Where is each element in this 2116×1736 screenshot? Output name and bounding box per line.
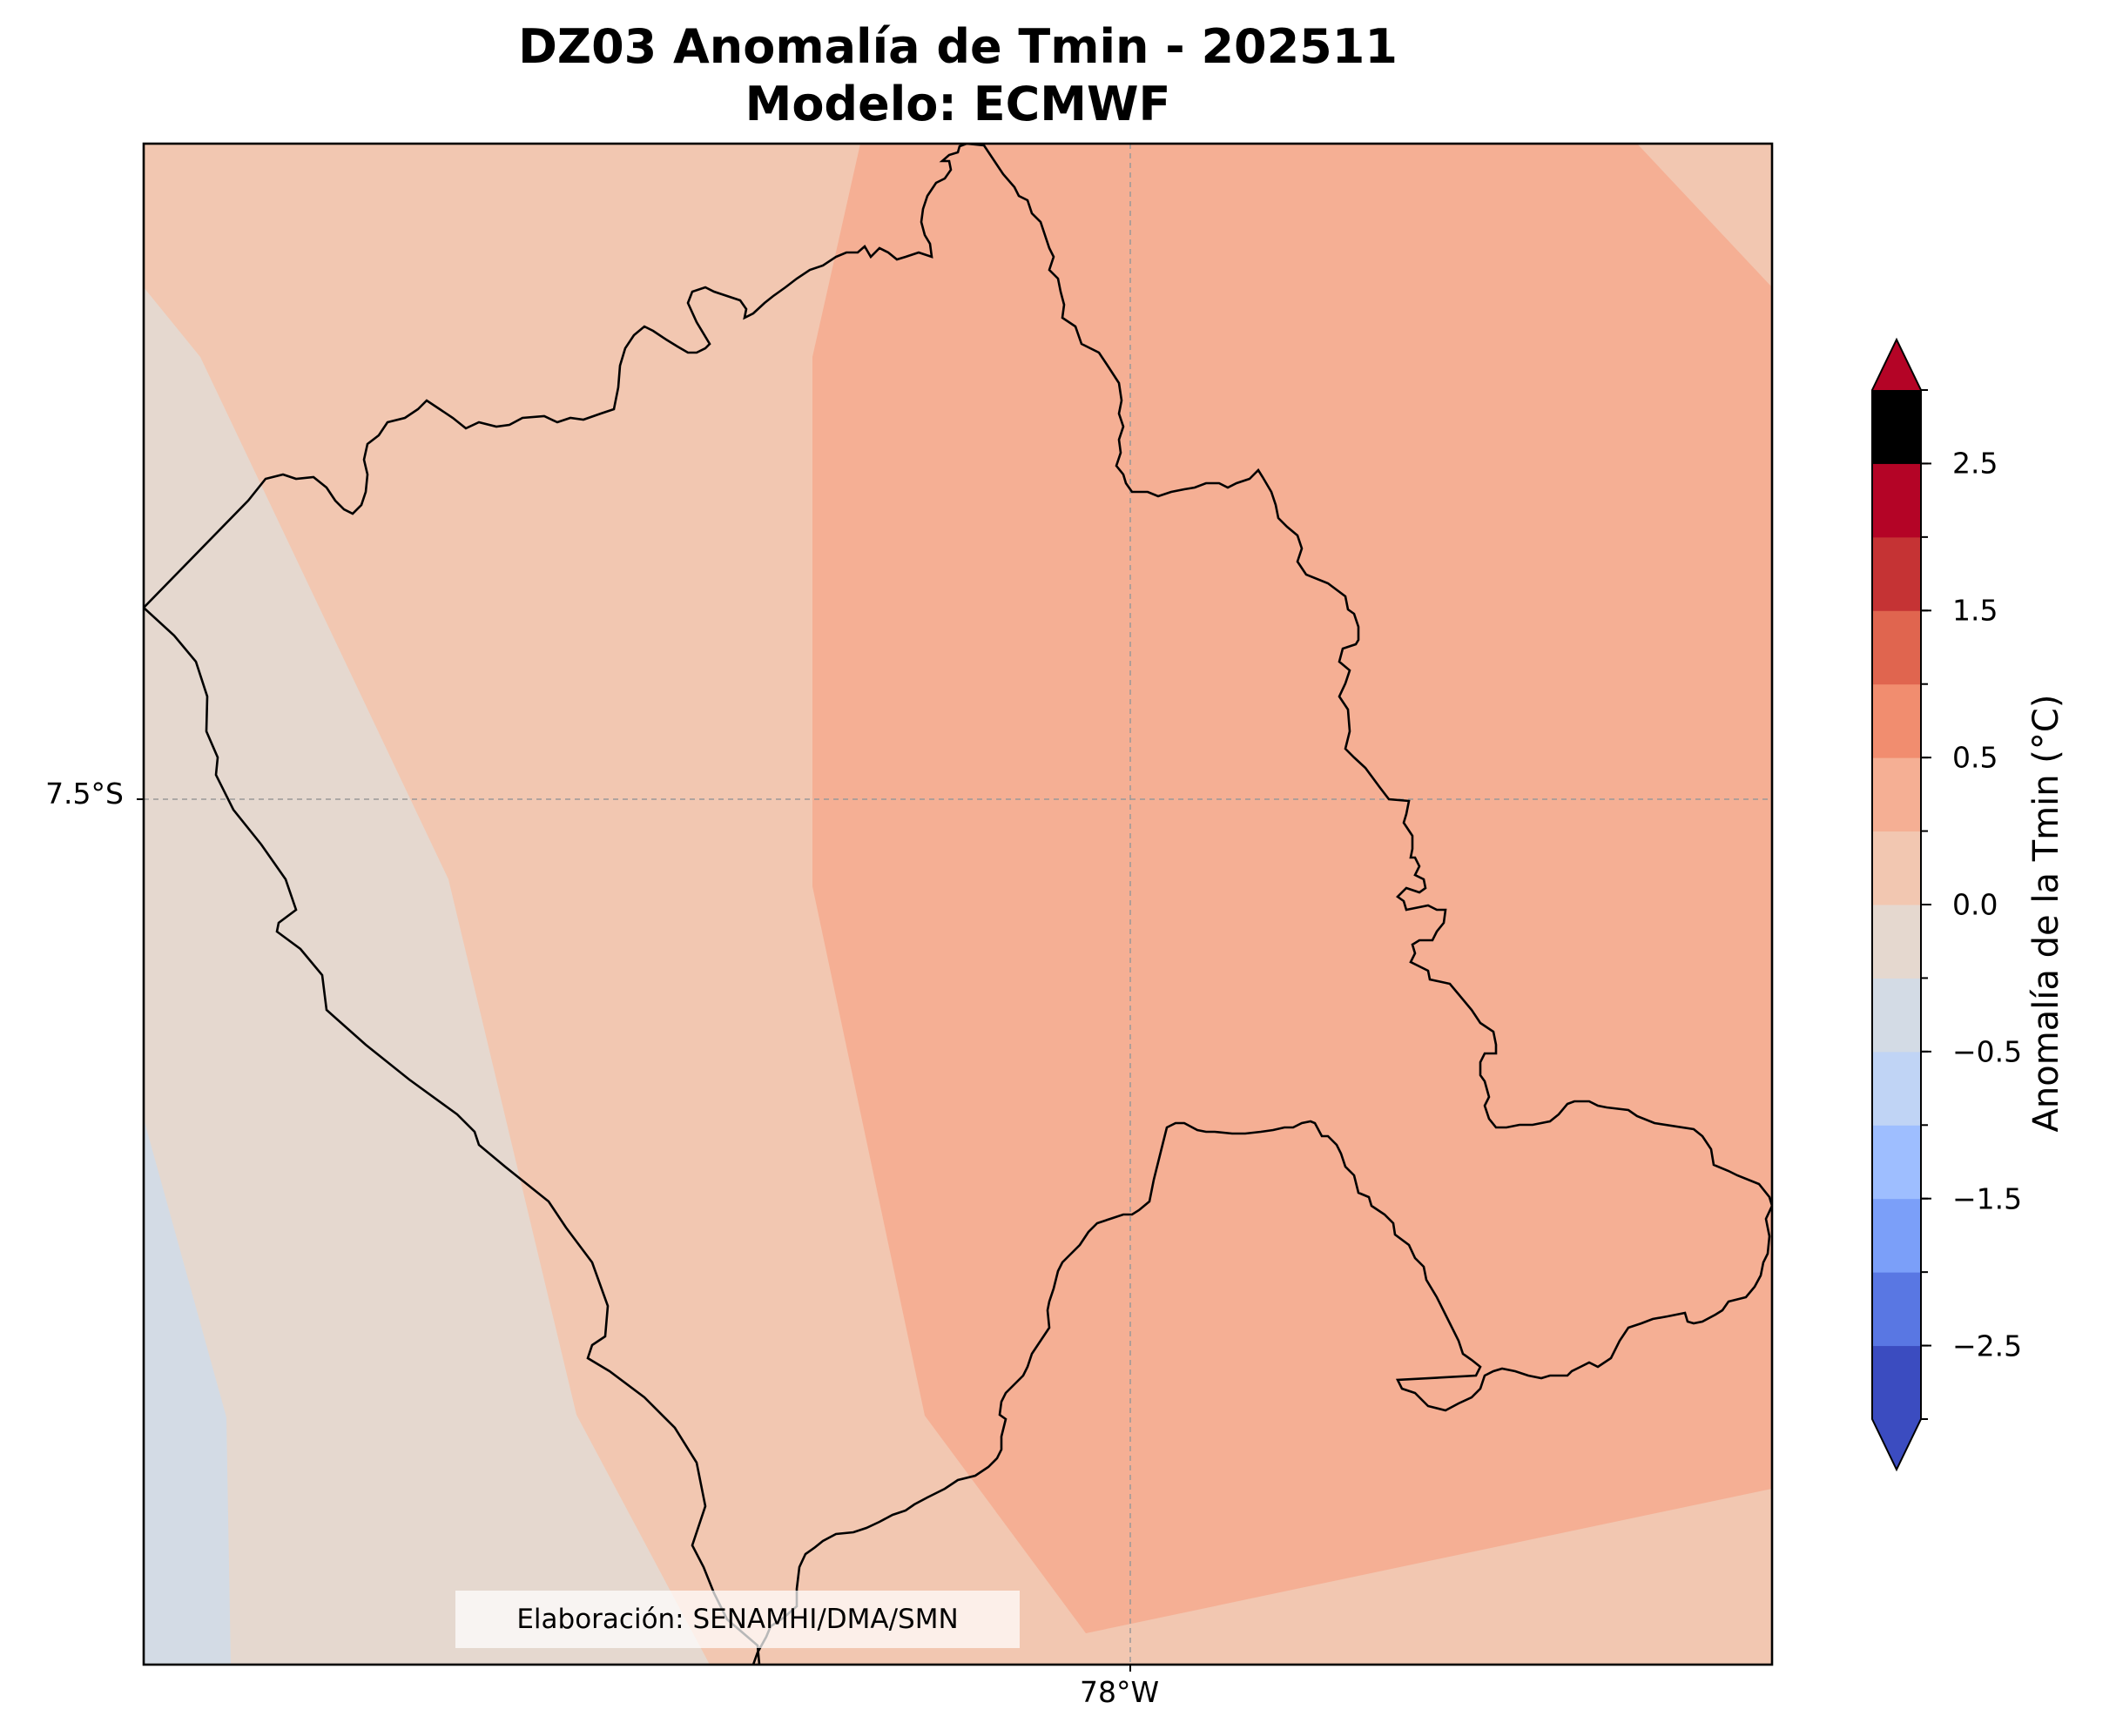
colorbar-segment xyxy=(1872,1198,1921,1273)
latitude-label: 7.5°S xyxy=(45,777,124,811)
anomaly-fill-neg-0.5-0.0 xyxy=(144,1119,231,1665)
colorbar-segment xyxy=(1872,978,1921,1053)
colorbar-tick-label: 2.5 xyxy=(1952,446,1998,481)
colorbar-segment xyxy=(1872,463,1921,538)
colorbar-segment xyxy=(1872,390,1921,464)
colorbar-tick-label: −2.5 xyxy=(1952,1329,2023,1363)
map-frame xyxy=(142,142,1774,1666)
map-title-line2: Modelo: ECMWF xyxy=(745,77,1171,131)
colorbar-segment xyxy=(1872,536,1921,611)
credit-box: Elaboración: SENAMHI/DMA/SMN xyxy=(455,1591,1020,1648)
colorbar-tick-label: 1.5 xyxy=(1952,593,1998,628)
colorbar-segment xyxy=(1872,683,1921,758)
colorbar-segment xyxy=(1872,1345,1921,1420)
colorbar-tick-label: 0.0 xyxy=(1952,887,1998,922)
anomaly-fill-0.0-0.25 xyxy=(144,287,710,1665)
credit-text: Elaboración: SENAMHI/DMA/SMN xyxy=(516,1604,959,1635)
map-title-line1: DZ03 Anomalía de Tmin - 202511 xyxy=(518,19,1398,74)
colorbar-segment xyxy=(1872,1125,1921,1200)
colorbar-tick-label: −1.5 xyxy=(1952,1181,2023,1216)
colorbar-segment xyxy=(1872,905,1921,979)
colorbar-extend-over xyxy=(1872,340,1921,390)
longitude-label: 78°W xyxy=(1080,1675,1160,1709)
colorbar-segment xyxy=(1872,1272,1921,1347)
regional-boundary xyxy=(144,144,1772,1665)
colorbar-extend-under xyxy=(1872,1419,1921,1470)
colorbar-tick-label: −0.5 xyxy=(1952,1034,2023,1069)
coastline xyxy=(144,607,761,1665)
colorbar-label: Anomalía de la Tmin (°C) xyxy=(2026,694,2066,1133)
anomaly-fill-0.5-1.0 xyxy=(812,144,1772,1633)
colorbar-segment xyxy=(1872,1051,1921,1126)
colorbar-segment xyxy=(1872,610,1921,685)
colorbar xyxy=(1871,337,1931,1472)
colorbar-segment xyxy=(1872,831,1921,905)
colorbar-segment xyxy=(1872,757,1921,832)
colorbar-tick-label: 0.5 xyxy=(1952,740,1998,775)
